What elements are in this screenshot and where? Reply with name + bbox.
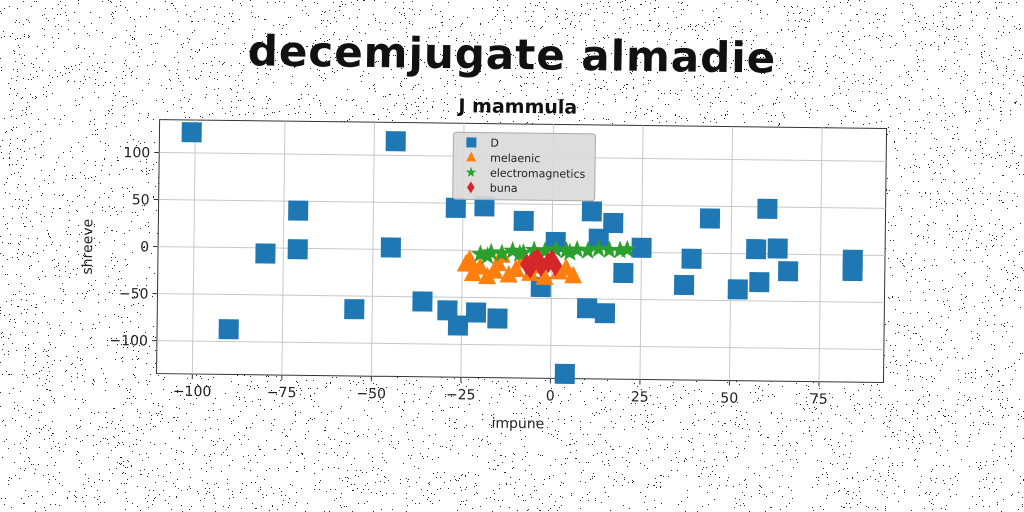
D-point bbox=[727, 279, 748, 300]
y-tick-label: 0 bbox=[140, 239, 149, 255]
D-point bbox=[513, 210, 534, 232]
y-grid-line bbox=[156, 340, 884, 351]
D-point bbox=[412, 291, 433, 312]
D-point bbox=[287, 239, 308, 260]
D-point bbox=[581, 201, 602, 222]
y-tick-label: −100 bbox=[109, 333, 148, 349]
x-axis-label: impune bbox=[491, 416, 544, 433]
chart-subtitle: J mammula bbox=[456, 95, 577, 118]
melaenic-point bbox=[456, 254, 475, 272]
electromagnetics-point bbox=[510, 243, 530, 262]
legend-label: electromagnetics bbox=[490, 167, 586, 181]
D-point bbox=[749, 272, 770, 293]
legend-label: buna bbox=[490, 182, 518, 195]
electromagnetics-point bbox=[617, 239, 637, 258]
D-point bbox=[588, 228, 609, 249]
D-point bbox=[778, 261, 799, 282]
legend-marker-buna bbox=[467, 181, 475, 194]
electromagnetics-point bbox=[546, 239, 566, 258]
D-point bbox=[673, 274, 695, 296]
D-point bbox=[437, 300, 458, 321]
D-point bbox=[594, 303, 616, 324]
y-axis-label: shreeve bbox=[80, 219, 97, 275]
y-grid-line bbox=[157, 293, 885, 303]
data-points bbox=[181, 122, 863, 384]
D-point bbox=[385, 131, 406, 152]
y-tick-label: 50 bbox=[132, 192, 150, 208]
electromagnetics-point bbox=[560, 242, 580, 261]
D-point bbox=[181, 122, 202, 143]
legend-label: D bbox=[490, 137, 499, 150]
electromagnetics-point bbox=[481, 242, 501, 261]
D-point bbox=[576, 298, 598, 319]
legend-box bbox=[452, 131, 596, 202]
D-point bbox=[465, 302, 487, 323]
legend-marker-melaenic bbox=[466, 151, 477, 162]
x-tick-label: −25 bbox=[446, 387, 476, 403]
melaenic-point bbox=[506, 259, 525, 278]
x-tick-label: −50 bbox=[356, 386, 386, 402]
D-point bbox=[380, 237, 401, 258]
D-point bbox=[757, 198, 778, 219]
buna-point bbox=[548, 254, 563, 277]
buna-point bbox=[523, 257, 538, 279]
melaenic-point bbox=[471, 257, 490, 275]
D-point bbox=[699, 208, 721, 229]
series-electromagnetics bbox=[470, 239, 637, 265]
D-point bbox=[603, 212, 624, 234]
D-point bbox=[344, 299, 365, 320]
electromagnetics-point bbox=[524, 240, 544, 259]
series-buna bbox=[520, 247, 563, 279]
y-tick-label: −50 bbox=[119, 286, 149, 302]
D-point bbox=[842, 260, 863, 282]
D-point bbox=[218, 319, 239, 340]
electromagnetics-point bbox=[599, 240, 619, 259]
D-point bbox=[767, 238, 788, 259]
D-point bbox=[487, 308, 508, 329]
x-tick-label: 25 bbox=[631, 389, 649, 405]
x-tick-label: −100 bbox=[173, 384, 212, 400]
D-point bbox=[681, 248, 702, 269]
D-point bbox=[445, 197, 466, 219]
D-point bbox=[746, 239, 767, 260]
legend-marker-D bbox=[466, 137, 477, 148]
D-point bbox=[474, 196, 495, 217]
axis-ticks: −100 −75 −50 −25 0 25 50 75 −100 −50 0 50 100 bbox=[109, 145, 828, 408]
melaenic-point bbox=[535, 267, 554, 285]
D-point bbox=[447, 315, 469, 336]
buna-point bbox=[545, 249, 559, 271]
y-tick-label: 100 bbox=[123, 145, 150, 161]
electromagnetics-point bbox=[478, 246, 497, 265]
x-tick-label: 50 bbox=[720, 390, 738, 406]
x-tick-label: −75 bbox=[267, 385, 297, 401]
D-point bbox=[554, 363, 575, 384]
melaenic-point bbox=[485, 261, 504, 279]
electromagnetics-point bbox=[503, 241, 523, 259]
x-tick-label: 0 bbox=[546, 388, 555, 404]
series-D bbox=[181, 122, 863, 384]
D-point bbox=[631, 237, 652, 258]
electromagnetics-point bbox=[535, 241, 555, 260]
x-tick-label: 75 bbox=[810, 392, 828, 408]
electromagnetics-point bbox=[589, 239, 609, 258]
legend-label: melaenic bbox=[490, 152, 540, 166]
electromagnetics-point bbox=[492, 243, 512, 262]
D-point bbox=[613, 262, 634, 284]
electromagnetics-point bbox=[567, 239, 587, 258]
electromagnetics-point bbox=[578, 241, 598, 259]
electromagnetics-point bbox=[610, 240, 630, 259]
melaenic-point bbox=[564, 265, 583, 284]
legend-marker-electromagnetics bbox=[465, 166, 477, 177]
D-point bbox=[255, 243, 276, 264]
D-point bbox=[288, 200, 309, 221]
